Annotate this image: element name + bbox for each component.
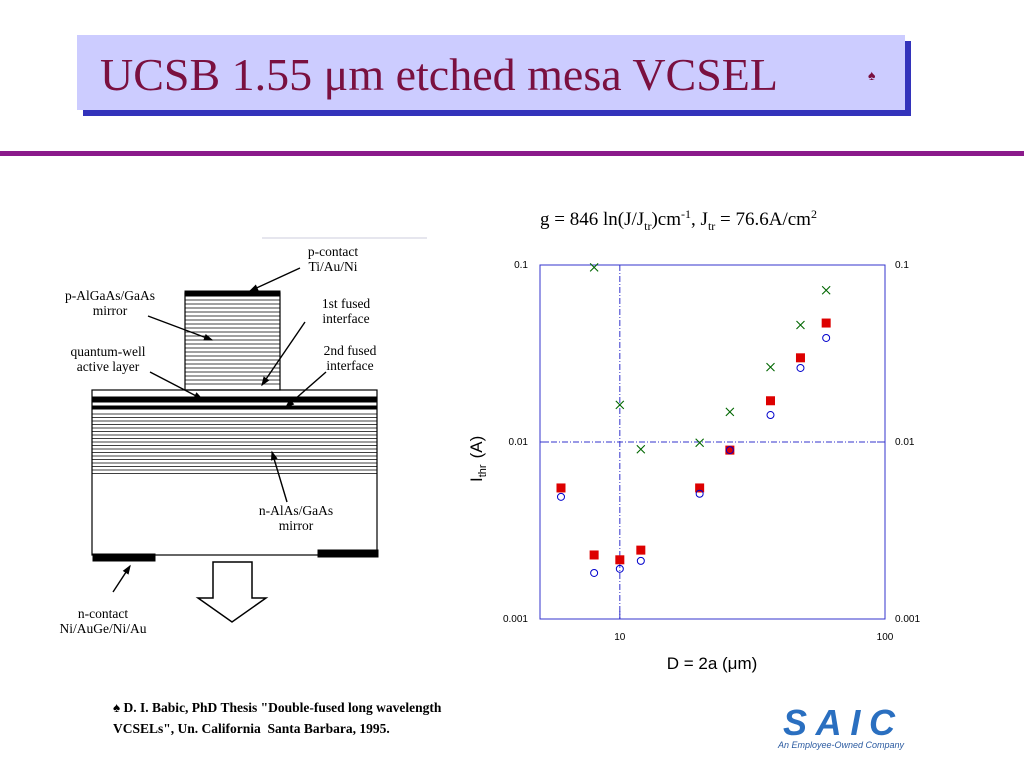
x-tick-label: 10 xyxy=(614,632,626,643)
y-tick-label: 0.1 xyxy=(514,260,528,271)
diagram-label: active layer xyxy=(77,359,140,374)
divider xyxy=(0,151,1024,156)
diagram-label: 1st fused xyxy=(322,296,371,311)
point xyxy=(556,483,566,493)
annotation-part: -1 xyxy=(681,207,691,221)
pointer-head xyxy=(193,392,204,400)
n-contact xyxy=(317,549,379,558)
active-layer xyxy=(91,396,378,403)
point xyxy=(725,446,734,455)
point xyxy=(725,445,735,455)
diagram-label: n-AlAs/GaAs xyxy=(259,503,333,518)
point xyxy=(796,363,805,372)
point xyxy=(695,438,705,448)
pointer-head xyxy=(284,399,295,408)
p-contact xyxy=(184,290,281,297)
diagram-label: Ni/AuGe/Ni/Au xyxy=(60,621,147,636)
point xyxy=(636,444,646,454)
output-arrow xyxy=(195,561,269,623)
n-contact xyxy=(92,553,156,562)
pointer xyxy=(147,315,213,341)
x-tick-label: 100 xyxy=(877,632,894,643)
annotation-part: 2 xyxy=(811,207,817,221)
footnote: VCSELs", Un. California Santa Barbara, 1… xyxy=(113,721,390,736)
point xyxy=(796,320,805,330)
point xyxy=(615,400,625,410)
annotation-part: , J xyxy=(691,209,708,230)
point xyxy=(725,407,735,417)
y2-tick-label: 0.001 xyxy=(895,614,920,625)
logo: SAIC xyxy=(783,702,896,743)
point xyxy=(695,483,705,493)
diagram-label: n-contact xyxy=(78,606,128,621)
footnote: ♠ D. I. Babic, PhD Thesis "Double-fused … xyxy=(113,700,442,715)
point xyxy=(795,353,805,363)
diagram-label: p-contact xyxy=(308,244,358,259)
point xyxy=(766,411,775,420)
title-box xyxy=(77,35,905,110)
title-mark: ♠ xyxy=(868,69,876,84)
pointer-head xyxy=(248,284,259,292)
y-tick-label: 0.001 xyxy=(503,614,528,625)
annotation-part: = 76.6A/cm xyxy=(715,209,811,230)
x-axis-label: D = 2a (μm) xyxy=(667,654,758,673)
pointer-head xyxy=(122,564,131,575)
point xyxy=(615,564,624,573)
mesa xyxy=(184,292,281,391)
point xyxy=(821,285,831,295)
pointer xyxy=(249,267,301,292)
slide-title: UCSB 1.55 μm etched mesa VCSEL xyxy=(100,49,778,100)
y-axis-label-part: thr xyxy=(477,464,489,477)
substrate xyxy=(91,389,378,556)
fused-interface xyxy=(91,405,378,410)
annotation-part: tr xyxy=(644,219,651,233)
pointer-head xyxy=(270,450,278,461)
diagram-label: mirror xyxy=(279,518,314,533)
point xyxy=(766,362,775,372)
y-axis-label-part: I xyxy=(467,477,486,482)
diagram-label: interface xyxy=(322,311,369,326)
point xyxy=(636,556,645,565)
y-axis-label: Ithr (A) xyxy=(467,436,489,482)
plot-frame xyxy=(539,264,886,620)
diagram-label: quantum-well xyxy=(71,344,146,359)
pointer-head xyxy=(203,333,214,341)
annotation-part: tr xyxy=(708,219,715,233)
y2-tick-label: 0.01 xyxy=(895,437,915,448)
point xyxy=(636,545,646,555)
annotation-part: g = 846 ln(J/J xyxy=(540,209,644,230)
y-tick-label: 0.01 xyxy=(509,437,529,448)
point xyxy=(589,550,599,560)
diagram-label: Ti/Au/Ni xyxy=(308,259,357,274)
diagram-label: mirror xyxy=(93,303,128,318)
pointer xyxy=(271,451,288,503)
diagram-label: 2nd fused xyxy=(324,343,377,358)
point xyxy=(765,396,775,406)
vcsel-diagram xyxy=(91,267,379,623)
pointer xyxy=(261,321,306,386)
point xyxy=(590,568,599,577)
diagram-label: interface xyxy=(326,358,373,373)
logo-tagline: An Employee-Owned Company xyxy=(777,740,905,750)
pointer xyxy=(285,371,327,408)
annotation: g = 846 ln(J/Jtr)cm-1, Jtr = 76.6A/cm2 xyxy=(540,207,817,233)
point xyxy=(589,262,599,272)
pointer xyxy=(149,371,203,400)
point xyxy=(821,318,831,328)
pointer-head xyxy=(261,376,270,387)
annotation-part: )cm xyxy=(651,209,681,230)
y-axis-label-part: (A) xyxy=(467,436,486,459)
point xyxy=(556,492,565,501)
point xyxy=(615,555,625,565)
diagram-label: p-AlGaAs/GaAs xyxy=(65,288,155,303)
point xyxy=(822,333,831,342)
y2-tick-label: 0.1 xyxy=(895,260,909,271)
point xyxy=(695,489,704,498)
